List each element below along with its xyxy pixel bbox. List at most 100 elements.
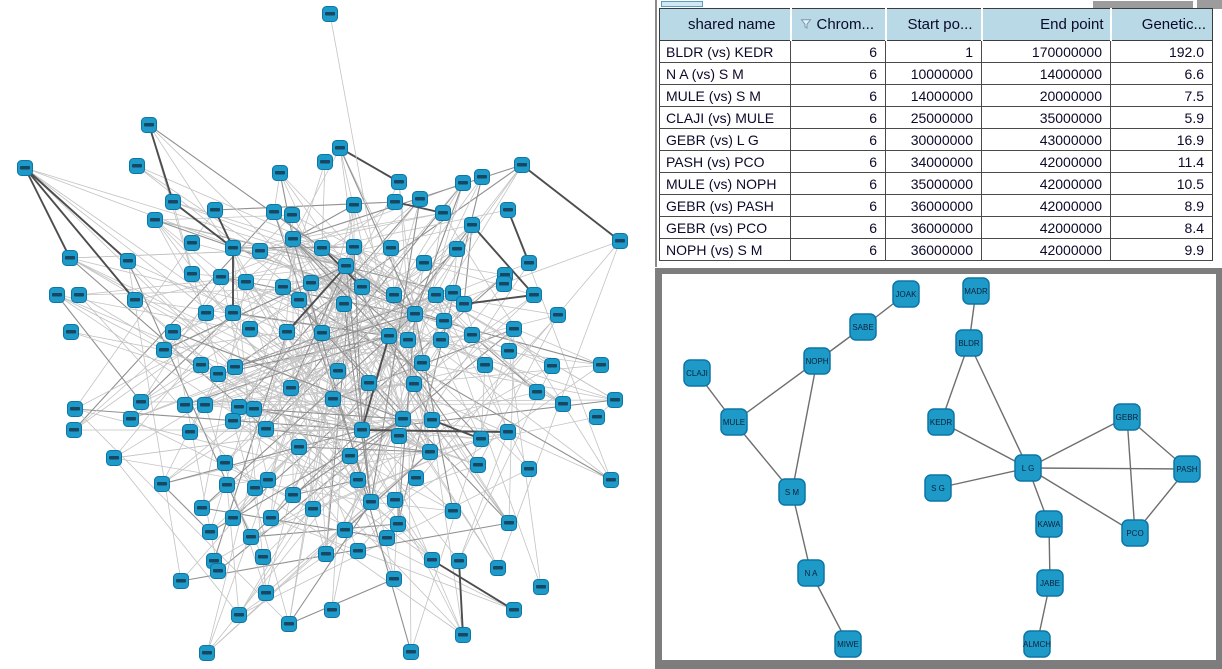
network-edge[interactable] — [968, 342, 1029, 469]
network-node-bldr[interactable]: BLDR — [955, 329, 983, 357]
network-node[interactable] — [184, 235, 200, 251]
network-node[interactable] — [346, 239, 362, 255]
network-node[interactable] — [322, 6, 338, 22]
network-node[interactable] — [238, 274, 254, 290]
network-node[interactable] — [354, 422, 370, 438]
network-node[interactable] — [173, 573, 189, 589]
network-node[interactable] — [381, 328, 397, 344]
column-header-genetic[interactable]: Genetic... — [1110, 8, 1213, 41]
network-node[interactable] — [589, 409, 605, 425]
network-node[interactable] — [129, 158, 145, 174]
network-node[interactable] — [390, 516, 406, 532]
network-node[interactable] — [225, 240, 241, 256]
network-node-l-g[interactable]: L G — [1014, 454, 1042, 482]
network-node[interactable] — [227, 359, 243, 375]
network-node[interactable] — [464, 217, 480, 233]
network-node[interactable] — [225, 305, 241, 321]
network-node[interactable] — [67, 401, 83, 417]
network-node[interactable] — [210, 366, 226, 382]
network-node[interactable] — [490, 560, 506, 576]
network-node[interactable] — [156, 342, 172, 358]
network-node[interactable] — [314, 325, 330, 341]
network-edge[interactable] — [1027, 416, 1128, 469]
network-node[interactable] — [147, 212, 163, 228]
network-node[interactable] — [281, 616, 297, 632]
network-node[interactable] — [470, 457, 486, 473]
network-edge[interactable] — [937, 467, 1029, 489]
network-node[interactable] — [607, 392, 623, 408]
table-row[interactable]: BLDR (vs) KEDR 6 1 170000000 192.0 — [659, 40, 1213, 63]
network-node[interactable] — [330, 363, 346, 379]
network-node[interactable] — [456, 296, 472, 312]
network-node-kawa[interactable]: KAWA — [1035, 510, 1063, 538]
network-node[interactable] — [207, 202, 223, 218]
table-row[interactable]: CLAJI (vs) MULE 6 25000000 35000000 5.9 — [659, 106, 1213, 129]
network-node-kedr[interactable]: KEDR — [927, 408, 955, 436]
network-node-s-g[interactable]: S G — [924, 474, 952, 502]
network-node[interactable] — [361, 375, 377, 391]
network-node[interactable] — [395, 411, 411, 427]
network-node[interactable] — [317, 154, 333, 170]
network-node-s-m[interactable]: S M — [778, 478, 806, 506]
network-node[interactable] — [473, 431, 489, 447]
network-node[interactable] — [197, 397, 213, 413]
network-node[interactable] — [285, 487, 301, 503]
network-node[interactable] — [49, 287, 65, 303]
network-node[interactable] — [275, 279, 291, 295]
network-node[interactable] — [342, 448, 358, 464]
network-node[interactable] — [252, 243, 268, 259]
network-node[interactable] — [154, 476, 170, 492]
network-node-mule[interactable]: MULE — [720, 408, 748, 436]
network-node[interactable] — [318, 546, 334, 562]
table-row[interactable]: MULE (vs) NOPH 6 35000000 42000000 10.5 — [659, 172, 1213, 195]
network-node-sabe[interactable]: SABE — [849, 313, 877, 341]
network-node[interactable] — [500, 202, 516, 218]
network-node[interactable] — [213, 269, 229, 285]
network-node[interactable] — [231, 607, 247, 623]
network-node[interactable] — [127, 292, 143, 308]
network-node[interactable] — [120, 253, 136, 269]
network-node[interactable] — [424, 552, 440, 568]
network-node-n-a[interactable]: N A — [797, 559, 825, 587]
network-node[interactable] — [506, 321, 522, 337]
network-node[interactable] — [386, 287, 402, 303]
network-node[interactable] — [325, 391, 341, 407]
network-node[interactable] — [521, 255, 537, 271]
table-row[interactable]: GEBR (vs) L G 6 30000000 43000000 16.9 — [659, 128, 1213, 151]
network-node[interactable] — [285, 231, 301, 247]
network-node[interactable] — [354, 279, 370, 295]
network-node[interactable] — [435, 205, 451, 221]
table-row[interactable]: N A (vs) S M 6 10000000 14000000 6.6 — [659, 62, 1213, 85]
network-node[interactable] — [225, 413, 241, 429]
network-node[interactable] — [246, 401, 262, 417]
network-node[interactable] — [263, 510, 279, 526]
network-node[interactable] — [407, 306, 423, 322]
network-node[interactable] — [387, 492, 403, 508]
network-node[interactable] — [198, 305, 214, 321]
network-node[interactable] — [391, 174, 407, 190]
network-node[interactable] — [63, 324, 79, 340]
scrollbar-fragment[interactable] — [1093, 1, 1193, 8]
network-node[interactable] — [217, 455, 233, 471]
network-node[interactable] — [165, 194, 181, 210]
network-node[interactable] — [500, 424, 516, 440]
overview-network-canvas[interactable] — [0, 0, 655, 669]
network-node[interactable] — [403, 644, 419, 660]
network-node[interactable] — [433, 332, 449, 348]
network-node[interactable] — [455, 175, 471, 191]
network-node[interactable] — [62, 250, 78, 266]
table-row[interactable]: MULE (vs) S M 6 14000000 20000000 7.5 — [659, 84, 1213, 107]
network-edge[interactable] — [733, 360, 818, 423]
network-node[interactable] — [71, 287, 87, 303]
network-node[interactable] — [106, 450, 122, 466]
network-node-pco[interactable]: PCO — [1121, 519, 1149, 547]
network-node[interactable] — [258, 421, 274, 437]
network-node-jabe[interactable]: JABE — [1036, 569, 1064, 597]
network-node[interactable] — [260, 472, 276, 488]
network-node[interactable] — [603, 472, 619, 488]
network-node[interactable] — [550, 307, 566, 323]
network-node-madr[interactable]: MADR — [962, 277, 990, 305]
network-node[interactable] — [338, 258, 354, 274]
network-node[interactable] — [400, 332, 416, 348]
network-node[interactable] — [123, 411, 139, 427]
